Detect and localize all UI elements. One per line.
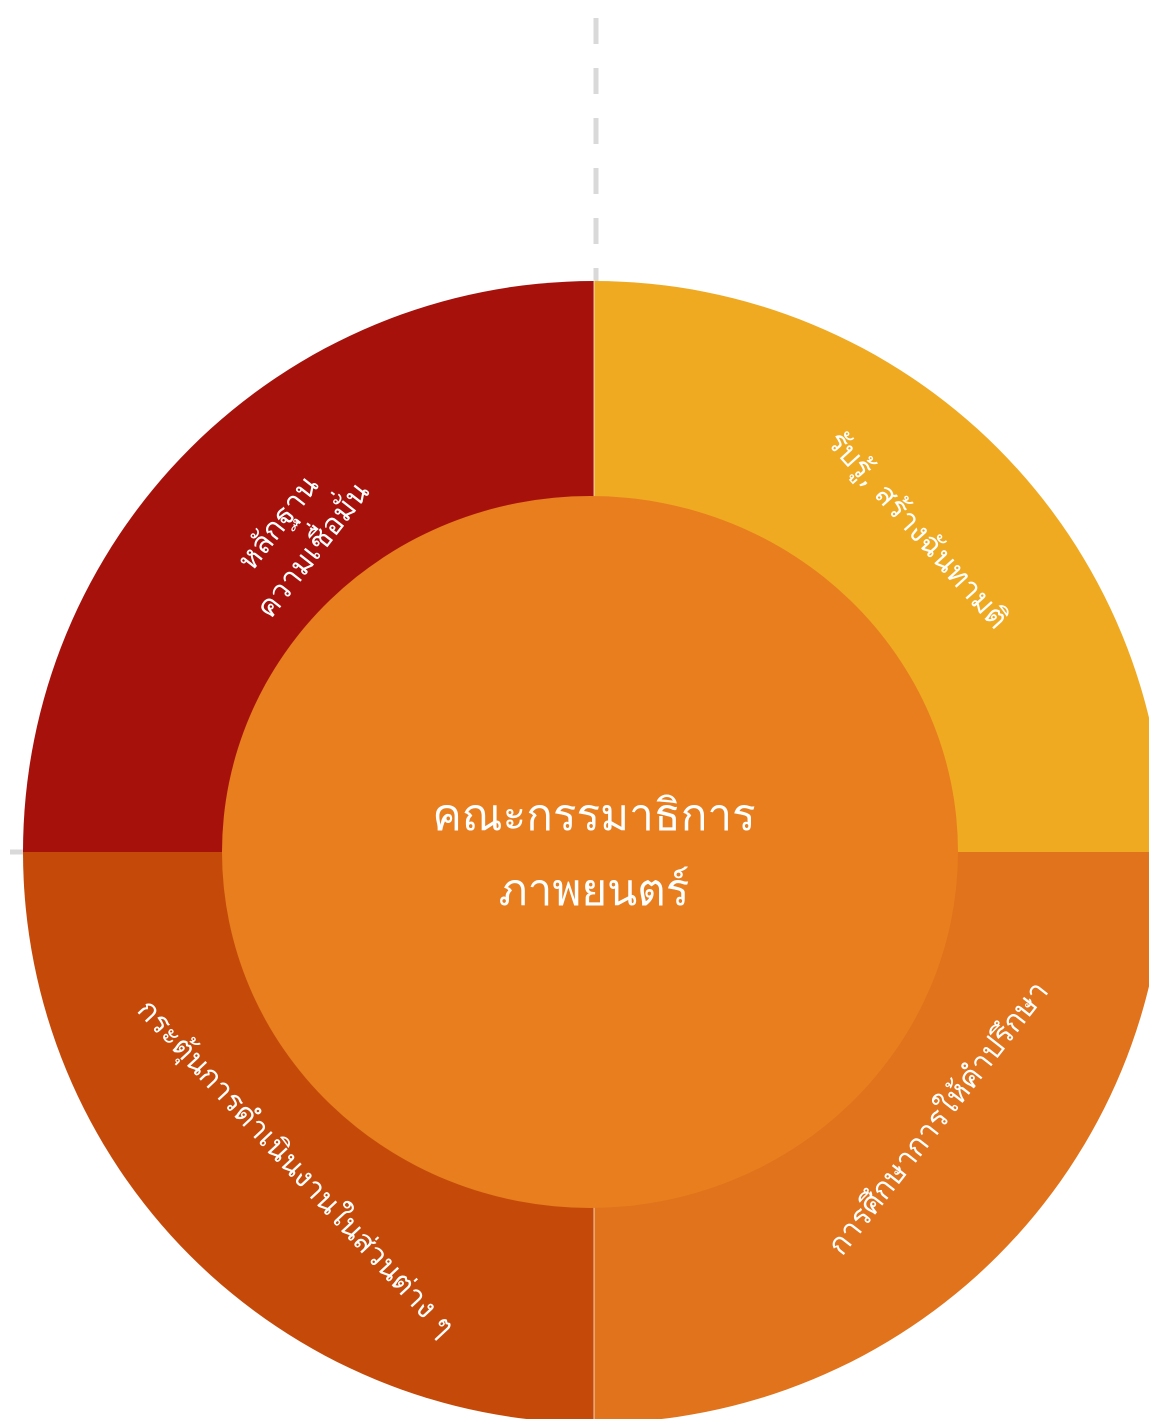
center-disc[interactable]: [222, 496, 958, 1208]
center-title-line1: คณะกรรมาธิการ: [432, 790, 755, 841]
center-title-line2: ภาพยนตร์: [499, 865, 690, 916]
